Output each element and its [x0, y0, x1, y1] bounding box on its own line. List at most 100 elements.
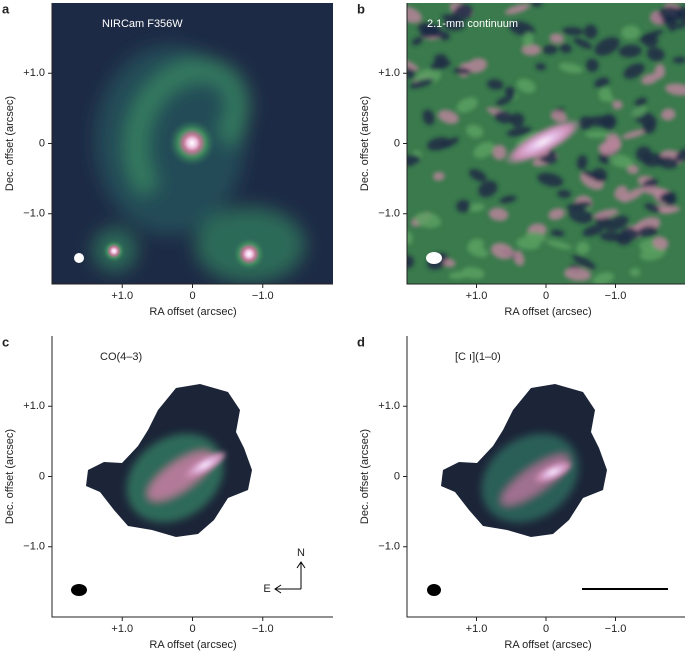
annotation: NIRCam F356W	[102, 18, 183, 30]
panel-label: c	[2, 334, 9, 349]
noise-blob	[427, 137, 450, 151]
annotation: [C ı](1–0)	[455, 351, 501, 363]
noise-blob	[584, 24, 598, 39]
beam	[74, 253, 84, 263]
annotation: CO(4–3)	[100, 351, 142, 363]
noise-blob	[549, 33, 564, 44]
noise-blob	[637, 226, 658, 237]
noise-blob	[414, 212, 442, 229]
beam	[426, 252, 442, 264]
noise-blob	[524, 231, 547, 243]
noise-blob	[563, 267, 592, 281]
core	[182, 450, 228, 480]
noise-blob	[623, 63, 645, 79]
noise-blob	[576, 155, 588, 170]
noise-blob	[582, 170, 607, 182]
noise-blob	[612, 100, 623, 110]
noise-blob	[620, 227, 639, 240]
noise-blob	[546, 240, 573, 250]
noise-blob	[573, 37, 593, 50]
source	[102, 239, 126, 263]
noise-blob	[585, 58, 599, 73]
noise-blob	[593, 209, 619, 219]
noise-blob	[676, 19, 685, 29]
y-tick-label: −1.0	[23, 208, 45, 220]
beam	[71, 584, 87, 596]
y-axis-label: Dec. offset (arcsec)	[4, 429, 16, 524]
axis-frame	[406, 3, 685, 285]
noise-blob	[642, 186, 667, 196]
noise-blob	[584, 130, 610, 139]
y-axis-label: Dec. offset (arcsec)	[359, 96, 371, 191]
noise-blob	[453, 4, 473, 21]
noise-blob	[490, 242, 514, 260]
noise-blob	[603, 95, 615, 102]
noise-blob	[558, 62, 583, 74]
y-tick-label: −1.0	[23, 541, 45, 553]
panel: N E +1.0 0 −1.0 +1.0 0 −1.0 RA offset (arcsec) De…	[2, 334, 333, 651]
panel-label: a	[2, 1, 10, 16]
noise-blob	[594, 77, 610, 88]
noise-blob	[621, 129, 646, 139]
noise-blob	[629, 267, 641, 277]
noise-blob	[443, 258, 456, 268]
noise-blob	[675, 148, 685, 162]
noise-blob	[608, 154, 634, 168]
noise-blob	[599, 231, 624, 242]
noise-blob	[486, 79, 504, 90]
noise-blob	[586, 116, 615, 127]
y-axis-label: Dec. offset (arcsec)	[359, 429, 371, 524]
noise-blob	[407, 6, 422, 24]
noise-blob	[429, 60, 451, 71]
noise-blob	[642, 120, 656, 134]
source	[168, 119, 216, 167]
compass-east: E	[263, 583, 270, 595]
noise-blob	[409, 78, 434, 89]
noise-blob	[473, 141, 495, 159]
axis-frame	[406, 336, 685, 618]
noise-blob	[494, 111, 514, 124]
noise-blob	[510, 112, 525, 128]
noise-blob	[641, 73, 659, 85]
noise-blob	[411, 37, 423, 46]
panel-label: d	[357, 334, 365, 349]
axis-frame	[51, 3, 333, 285]
noise-blob	[557, 189, 572, 198]
panel-label: b	[357, 1, 365, 16]
noise-blob	[441, 14, 459, 22]
x-axis-label: RA offset (arcsec)	[504, 306, 591, 318]
noise-blob	[654, 64, 666, 80]
noise-blob	[422, 109, 435, 126]
noise-blob	[550, 229, 565, 237]
x-tick-label: 0	[189, 623, 195, 635]
noise-blob	[550, 110, 568, 123]
noise-blob	[530, 3, 543, 7]
noise-blob	[542, 44, 558, 55]
noise-blob	[672, 56, 685, 64]
noise-blob	[504, 86, 515, 97]
x-tick-label: +1.0	[111, 290, 133, 302]
x-tick-label: 0	[543, 623, 549, 635]
noise	[407, 3, 685, 284]
noise-blob	[566, 201, 592, 211]
annotation: 2.1-mm continuum	[427, 18, 518, 30]
noise-blob	[657, 156, 679, 169]
noise-blob	[535, 63, 547, 71]
y-tick-label: +1.0	[23, 67, 45, 79]
noise-blob	[548, 208, 565, 220]
noise-blob	[598, 139, 620, 153]
emission	[503, 118, 583, 166]
noise-blob	[665, 83, 685, 96]
noise-blob	[562, 26, 584, 36]
y-tick-label: +1.0	[378, 67, 400, 79]
noise-blob	[620, 187, 645, 203]
panel: +1.0 0 −1.0 +1.0 0 −1.0 RA offset (arcsec) Dec.…	[357, 334, 685, 651]
noise-blob	[456, 199, 471, 213]
noise-blob	[631, 105, 647, 118]
noise-blob	[522, 32, 534, 47]
noise-blob	[618, 44, 642, 58]
noise-blob	[478, 180, 498, 198]
noise-blob	[466, 244, 488, 258]
